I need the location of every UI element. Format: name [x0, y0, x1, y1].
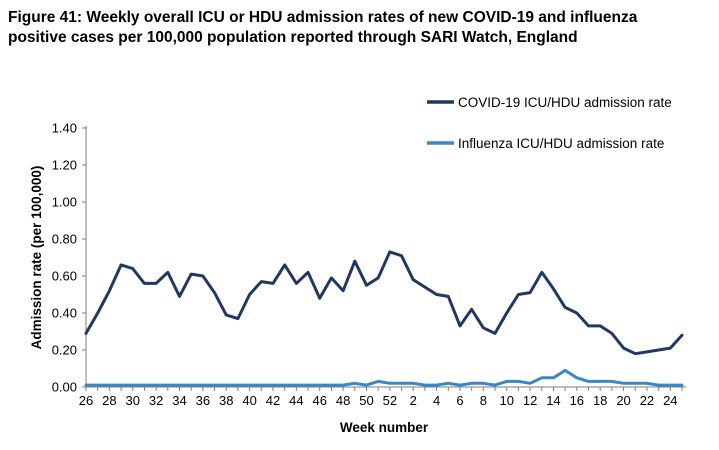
- y-axis-title: Admission rate (per 100,000): [29, 166, 44, 350]
- x-tick-label: 26: [79, 393, 93, 408]
- x-tick-label: 12: [523, 393, 537, 408]
- x-tick-label: 40: [242, 393, 256, 408]
- y-tick-label: 1.00: [52, 195, 77, 210]
- x-tick-label: 24: [663, 393, 677, 408]
- legend-label-covid: COVID-19 ICU/HDU admission rate: [458, 95, 672, 110]
- x-tick-label: 38: [219, 393, 233, 408]
- x-tick-label: 22: [640, 393, 654, 408]
- y-tick-label: 0.60: [52, 269, 77, 284]
- x-tick-label: 32: [149, 393, 163, 408]
- x-tick-label: 42: [266, 393, 280, 408]
- x-tick-label: 28: [102, 393, 116, 408]
- x-tick-label: 30: [126, 393, 140, 408]
- x-tick-label: 4: [433, 393, 440, 408]
- covid-series-line: [84, 250, 684, 356]
- legend-label-influenza: Influenza ICU/HDU admission rate: [458, 136, 664, 151]
- y-tick-label: 0.80: [52, 232, 77, 247]
- x-tick-label: 46: [312, 393, 326, 408]
- x-tick-label: 52: [383, 393, 397, 408]
- x-tick-label: 8: [480, 393, 487, 408]
- x-tick-label: 36: [196, 393, 210, 408]
- x-tick-label: 50: [359, 393, 373, 408]
- y-tick-label: 1.20: [52, 158, 77, 173]
- y-tick-label: 1.40: [52, 121, 77, 136]
- x-tick-label: 48: [336, 393, 350, 408]
- y-tick-label: 0.00: [52, 380, 77, 395]
- x-tick-label: 14: [546, 393, 560, 408]
- x-tick-label: 34: [172, 393, 186, 408]
- figure-title: Figure 41: Weekly overall ICU or HDU adm…: [8, 9, 638, 46]
- x-tick-label: 6: [456, 393, 463, 408]
- x-axis-title: Week number: [340, 420, 429, 435]
- x-tick-label: 18: [593, 393, 607, 408]
- x-tick-label: 2: [410, 393, 417, 408]
- influenza-series-line: [84, 368, 684, 387]
- x-tick-label: 10: [499, 393, 513, 408]
- y-tick-label: 0.20: [52, 343, 77, 358]
- x-tick-label: 44: [289, 393, 303, 408]
- y-tick-label: 0.40: [52, 306, 77, 321]
- x-tick-label: 20: [616, 393, 630, 408]
- x-tick-label: 16: [570, 393, 584, 408]
